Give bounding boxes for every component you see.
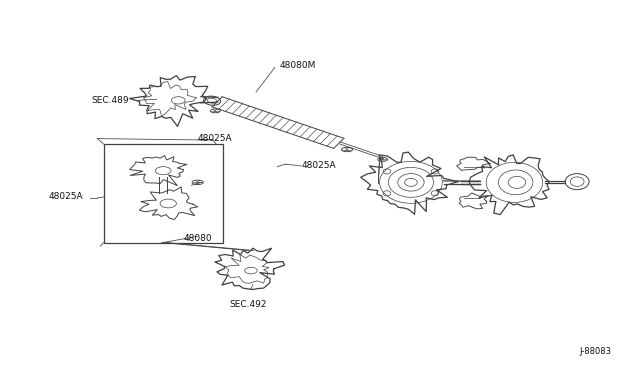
Text: SEC.492: SEC.492 xyxy=(229,300,267,309)
Text: SEC.489: SEC.489 xyxy=(91,96,129,105)
Text: 48080: 48080 xyxy=(184,234,212,243)
Text: 48025A: 48025A xyxy=(301,161,336,170)
Text: J-88083: J-88083 xyxy=(580,347,612,356)
Bar xyxy=(104,144,223,243)
Text: 48025A: 48025A xyxy=(49,192,84,201)
Text: 48080M: 48080M xyxy=(279,61,316,70)
Text: 48025A: 48025A xyxy=(198,134,232,143)
